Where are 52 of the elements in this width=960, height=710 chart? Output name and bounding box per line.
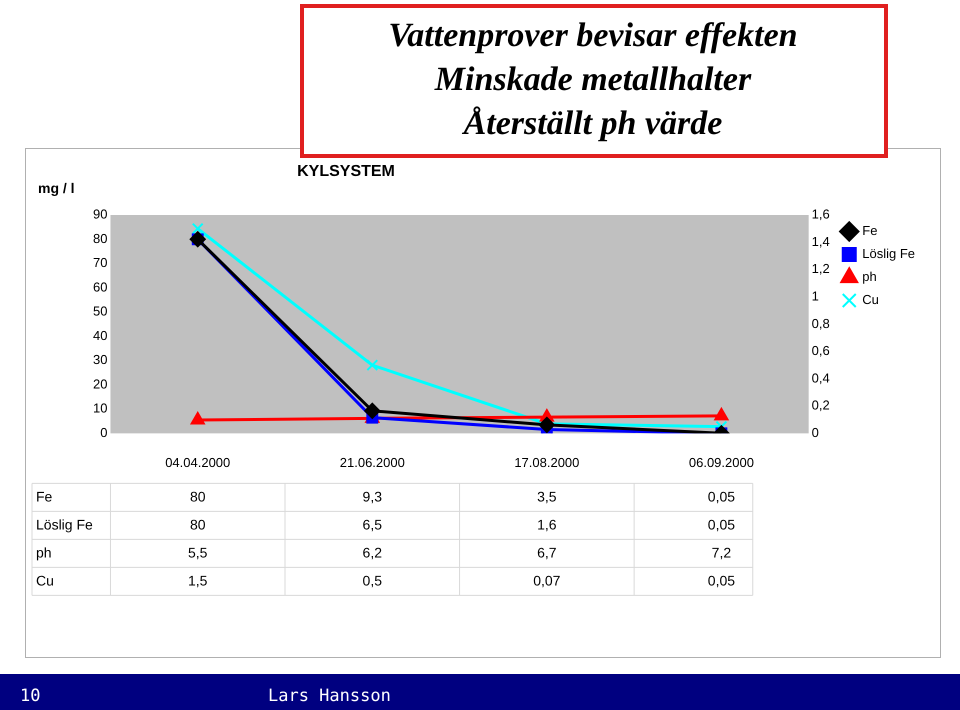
legend-label: Fe: [862, 223, 878, 238]
y-tick-label: 70: [92, 255, 108, 270]
y-tick-label: 90: [92, 206, 108, 222]
x-tick-label: 04.04.2000: [165, 454, 230, 470]
legend-label: ph: [862, 269, 877, 284]
x-tick-label: 21.06.2000: [340, 454, 405, 470]
y-tick-label: 0: [100, 424, 108, 440]
y-tick-label: 40: [92, 328, 108, 343]
data-label: 0,05: [708, 488, 736, 504]
data-label: 6,7: [537, 544, 557, 560]
data-label: 1,5: [188, 572, 208, 588]
data-label: 6,2: [362, 544, 382, 560]
y-axis-title: mg / l: [38, 180, 75, 196]
chart-title: Vattenprover bevisar effekten Minskade metallhalter Återställt ph värde: [387, 16, 799, 144]
y-tick-label: 80: [92, 230, 108, 246]
y2-tick-label: 0: [812, 424, 819, 440]
y-tick-label: 60: [92, 279, 108, 294]
data-label: 0,05: [708, 572, 736, 588]
data-label: 0,5: [362, 572, 382, 588]
y2-tick-label: 1,6: [812, 206, 830, 222]
text: Lars Hansson: [268, 686, 391, 706]
data-label: 80: [190, 516, 206, 532]
y2-tick-label: 0,6: [812, 343, 830, 358]
y-tick-label: 30: [92, 352, 108, 368]
text: ph: [36, 544, 52, 560]
chart-subtitle: KYLSYSTEM: [296, 163, 396, 181]
y-tick-label: 50: [92, 304, 108, 319]
x-tick-label: 06.09.2000: [688, 454, 754, 470]
data-label: 1,6: [537, 516, 557, 532]
x-tick-label: 17.08.2000: [514, 454, 580, 470]
data-label: 0,07: [533, 572, 561, 588]
text: Cu: [36, 572, 54, 588]
data-label: 80: [190, 488, 206, 504]
y2-tick-label: 0,8: [812, 316, 830, 331]
data-label: 7,2: [712, 544, 732, 560]
y-tick-label: 20: [92, 376, 108, 392]
data-label: 5,5: [188, 544, 208, 560]
text: Löslig Fe: [36, 516, 93, 532]
y-tick-label: 10: [92, 400, 108, 416]
legend-label: Cu: [862, 292, 879, 308]
y2-tick-label: 1,4: [812, 234, 830, 249]
y2-tick-label: 0,2: [812, 398, 830, 413]
y2-tick-label: 0,4: [812, 370, 830, 386]
y2-tick-label: 1,2: [812, 261, 830, 276]
data-label: 0,05: [708, 516, 736, 532]
y2-tick-label: 1: [812, 288, 819, 304]
data-label: 6,5: [362, 516, 382, 532]
text: Fe: [36, 488, 52, 504]
data-label: 9,3: [362, 488, 382, 504]
legend-label: Löslig Fe: [862, 246, 915, 262]
text: 10: [20, 686, 40, 706]
data-label: 3,5: [537, 488, 557, 504]
